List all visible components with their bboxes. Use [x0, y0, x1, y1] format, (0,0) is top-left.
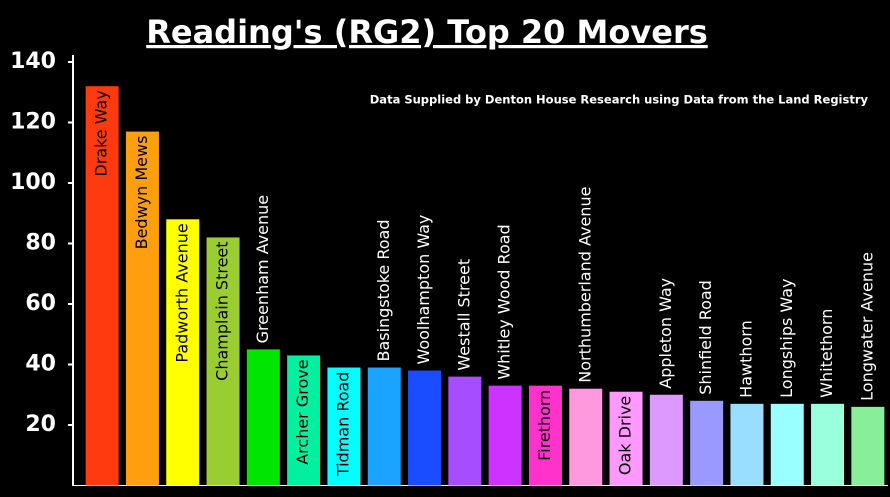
bar [408, 370, 442, 486]
y-tick-label: 80 [25, 231, 56, 256]
bar-label: Appleton Way [656, 278, 675, 389]
bar [569, 388, 603, 486]
bar [811, 403, 845, 486]
bar-label: Oak Drive [616, 396, 635, 475]
bar [448, 376, 482, 486]
bar-label: Northumberland Avenue [575, 187, 594, 383]
bar-label: Longwater Avenue [857, 252, 876, 401]
bar [206, 237, 240, 486]
y-tick-label: 20 [25, 412, 56, 437]
bar [649, 394, 683, 486]
bar [85, 86, 119, 486]
bar-label: Firethorn [535, 390, 554, 461]
bar-label: Whitley Wood Road [495, 224, 514, 379]
chart-title: Reading's (RG2) Top 20 Movers [146, 13, 708, 51]
bar [488, 385, 522, 486]
bar [851, 406, 885, 486]
bar [246, 349, 280, 486]
bar [690, 400, 724, 486]
bar-label: Greenham Avenue [253, 195, 272, 344]
y-tick-label: 60 [25, 291, 56, 316]
y-tick-label: 140 [10, 49, 56, 74]
chart-subtitle: Data Supplied by Denton House Research u… [370, 93, 869, 107]
bar-label: Longships Way [777, 279, 796, 398]
bar-label: Whitethorn [817, 309, 836, 398]
bar-label: Bedwyn Mews [132, 136, 151, 250]
y-tick-label: 100 [10, 170, 56, 195]
bar [327, 367, 361, 486]
bar-label: Drake Way [92, 90, 111, 176]
bar-label: Westall Street [454, 259, 473, 371]
bar-label: Champlain Street [213, 241, 232, 380]
bar [730, 403, 764, 486]
bar [125, 131, 159, 486]
bar [367, 367, 401, 486]
bar [166, 219, 200, 486]
bar [770, 403, 804, 486]
bar-label: Woolhampton Way [414, 215, 433, 365]
y-tick-label: 120 [10, 110, 56, 135]
bar-label: Shinfield Road [696, 280, 715, 395]
y-tick-label: 40 [25, 352, 56, 377]
bar [287, 355, 321, 486]
bar-label: Archer Grove [293, 359, 312, 464]
bar [528, 385, 562, 486]
bar-label: Hawthorn [736, 320, 755, 398]
bar-label: Padworth Avenue [172, 223, 191, 362]
bar-label: Tidman Road [333, 372, 352, 478]
bar-label: Basingstoke Road [374, 219, 393, 361]
bar [609, 391, 643, 486]
